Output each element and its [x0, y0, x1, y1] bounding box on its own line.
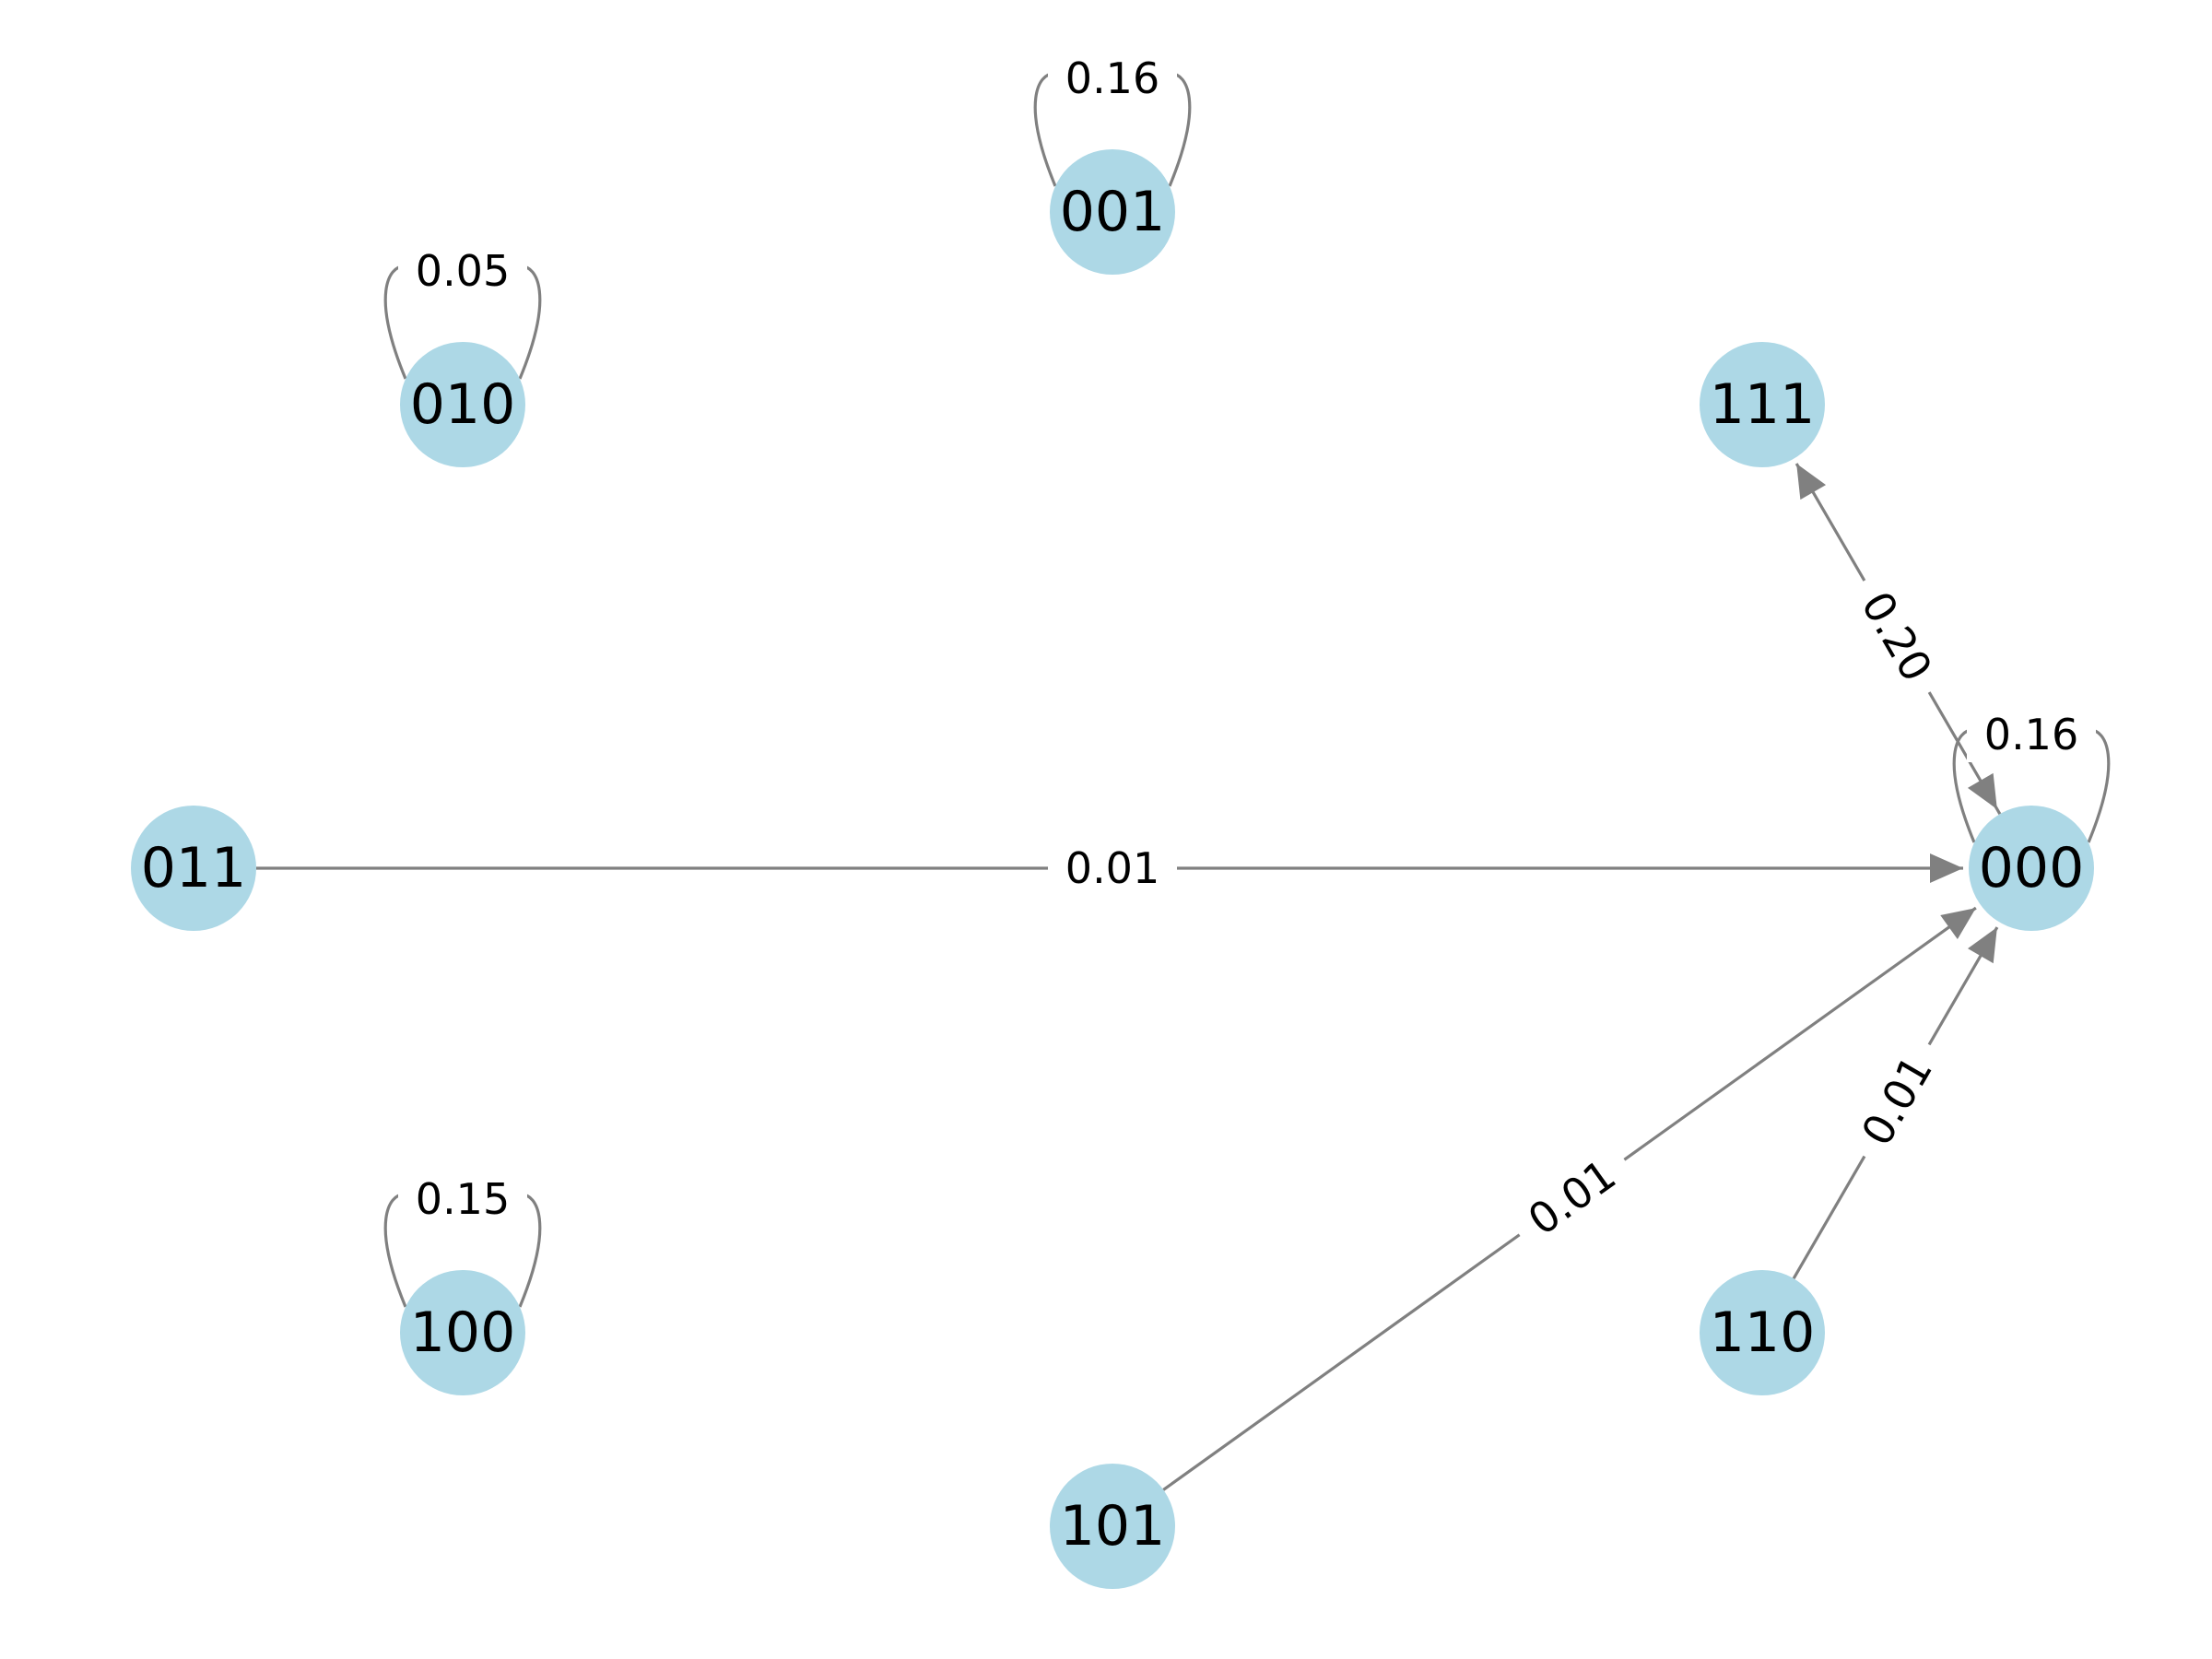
edge-label-100-100: 0.15 [398, 1171, 527, 1227]
edge-label-101-000: 0.01 [1503, 1136, 1641, 1258]
node-circle-110 [1700, 1270, 1825, 1395]
node-label-110: 110 [1710, 1300, 1816, 1365]
node-001: 001 [1050, 149, 1175, 275]
node-label-011: 011 [141, 836, 247, 900]
edge-label-000-000: 0.16 [1967, 707, 2096, 762]
edge-label-011-000: 0.01 [1048, 841, 1177, 896]
svg-text:0.15: 0.15 [416, 1174, 510, 1224]
node-circle-100 [400, 1270, 525, 1395]
arrowhead-111-000 [1967, 772, 1997, 810]
node-100: 100 [400, 1270, 525, 1395]
edge-label-001-001: 0.16 [1048, 51, 1177, 106]
node-label-000: 000 [1979, 836, 2085, 900]
arrowhead-110-000 [1968, 927, 1997, 964]
node-circle-101 [1050, 1464, 1175, 1589]
svg-text:0.05: 0.05 [416, 246, 510, 296]
edge-labels-layer: 0.16 0.05 0.15 0.16 0.20 0.01 0.01 0.01 [398, 51, 2096, 1258]
node-label-001: 001 [1060, 180, 1166, 244]
node-label-100: 100 [410, 1300, 516, 1365]
svg-text:0.01: 0.01 [1065, 843, 1159, 893]
edge-label-000-111: 0.20 [1840, 566, 1954, 707]
node-011: 011 [131, 806, 256, 931]
svg-text:0.16: 0.16 [1065, 53, 1159, 103]
node-label-010: 010 [410, 372, 516, 437]
edge-label-110-000: 0.01 [1840, 1030, 1954, 1171]
arrowhead-011-000 [1930, 853, 1963, 883]
node-111: 111 [1700, 342, 1825, 467]
edge-label-010-010: 0.05 [398, 243, 527, 299]
node-110: 110 [1700, 1270, 1825, 1395]
node-circle-011 [131, 806, 256, 931]
edges-layer [256, 72, 2111, 1491]
arrowhead-000-111 [1796, 463, 1827, 500]
node-circle-010 [400, 342, 525, 467]
svg-text:0.16: 0.16 [1984, 710, 2078, 759]
node-010: 010 [400, 342, 525, 467]
node-circle-111 [1700, 342, 1825, 467]
node-000: 000 [1969, 806, 2094, 931]
nodes-layer: 000 001 010 011 100 101 110 111 [131, 149, 2094, 1589]
node-label-111: 111 [1710, 372, 1816, 437]
node-circle-001 [1050, 149, 1175, 275]
node-label-101: 101 [1060, 1494, 1166, 1559]
node-101: 101 [1050, 1464, 1175, 1589]
arrowhead-101-000 [1940, 908, 1976, 940]
node-circle-000 [1969, 806, 2094, 931]
